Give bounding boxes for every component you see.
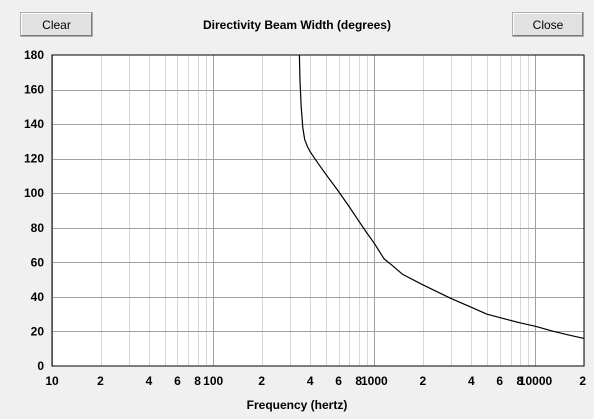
y-tick-label: 160 bbox=[24, 83, 44, 97]
y-axis-ticks: 0 20 40 60 80 100 120 140 160 180 bbox=[24, 48, 44, 373]
x-axis-label: Frequency (hertz) bbox=[246, 398, 348, 412]
x-tick-label: 6 bbox=[496, 374, 503, 388]
chart-title: Directivity Beam Width (degrees) bbox=[203, 18, 391, 32]
curve-layer bbox=[298, 54, 585, 339]
x-tick-label: 2 bbox=[419, 374, 426, 388]
x-tick-label: 8 bbox=[517, 374, 524, 388]
x-tick-label: 2 bbox=[258, 374, 265, 388]
plot-border bbox=[51, 54, 585, 367]
clear-button-label: Clear bbox=[42, 17, 71, 32]
x-tick-label: 4 bbox=[468, 374, 475, 388]
x-tick-label: 10000 bbox=[519, 374, 553, 388]
clear-button[interactable]: Clear bbox=[20, 12, 93, 37]
x-tick-label: 100 bbox=[203, 374, 223, 388]
x-tick-label: 8 bbox=[194, 374, 201, 388]
x-tick-label: 4 bbox=[146, 374, 153, 388]
y-tick-label: 100 bbox=[24, 186, 44, 200]
beam-width-curve bbox=[298, 54, 585, 339]
y-tick-label: 180 bbox=[24, 48, 44, 62]
y-tick-label: 80 bbox=[31, 221, 45, 235]
y-tick-label: 0 bbox=[37, 359, 44, 373]
y-tick-label: 20 bbox=[31, 324, 45, 338]
x-tick-label: 6 bbox=[335, 374, 342, 388]
major-grid bbox=[52, 55, 584, 366]
x-tick-label: 1000 bbox=[361, 374, 388, 388]
x-tick-label: 8 bbox=[355, 374, 362, 388]
x-tick-label: 2 bbox=[579, 374, 586, 388]
plot-area bbox=[52, 55, 584, 366]
y-tick-label: 140 bbox=[24, 117, 44, 131]
y-tick-label: 40 bbox=[31, 290, 45, 304]
x-tick-label: 6 bbox=[174, 374, 181, 388]
close-button[interactable]: Close bbox=[512, 12, 584, 37]
y-tick-label: 120 bbox=[24, 152, 44, 166]
x-tick-label: 2 bbox=[97, 374, 104, 388]
x-tick-label: 4 bbox=[307, 374, 314, 388]
x-tick-label: 10 bbox=[45, 374, 59, 388]
y-tick-label: 60 bbox=[31, 255, 45, 269]
close-button-label: Close bbox=[532, 17, 564, 32]
